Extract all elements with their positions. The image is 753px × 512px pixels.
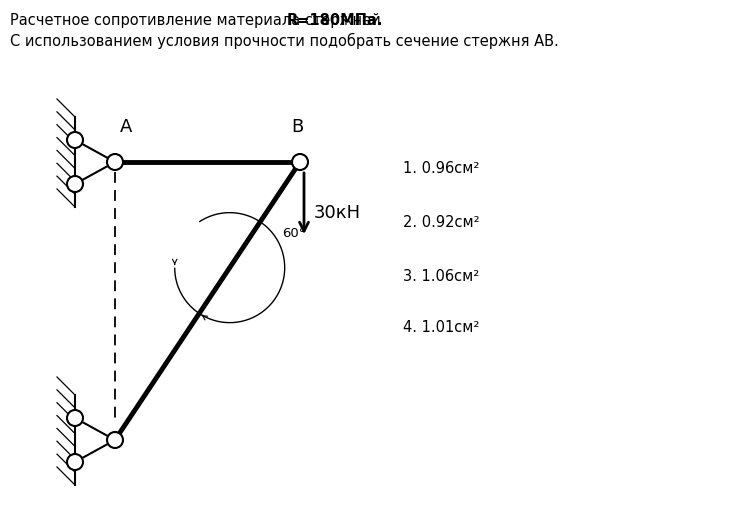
Circle shape [107,432,123,448]
Text: С использованием условия прочности подобрать сечение стержня АВ.: С использованием условия прочности подоб… [10,33,559,50]
Text: R=180МПа.: R=180МПа. [287,13,383,28]
Text: 30кН: 30кН [314,204,361,223]
Text: 2. 0.92см²: 2. 0.92см² [403,215,480,230]
Circle shape [67,132,83,148]
Text: B: B [291,118,303,136]
Text: 1. 0.96см²: 1. 0.96см² [403,161,479,176]
Circle shape [67,176,83,192]
Circle shape [107,154,123,170]
Text: 3. 1.06см²: 3. 1.06см² [403,269,479,284]
Circle shape [67,454,83,470]
Circle shape [292,154,308,170]
Text: 60°: 60° [282,227,306,240]
Circle shape [67,410,83,426]
Text: A: A [120,118,133,136]
Text: 4. 1.01см²: 4. 1.01см² [403,320,479,335]
Text: Расчетное сопротивление материала стержней: Расчетное сопротивление материала стержн… [10,13,386,28]
